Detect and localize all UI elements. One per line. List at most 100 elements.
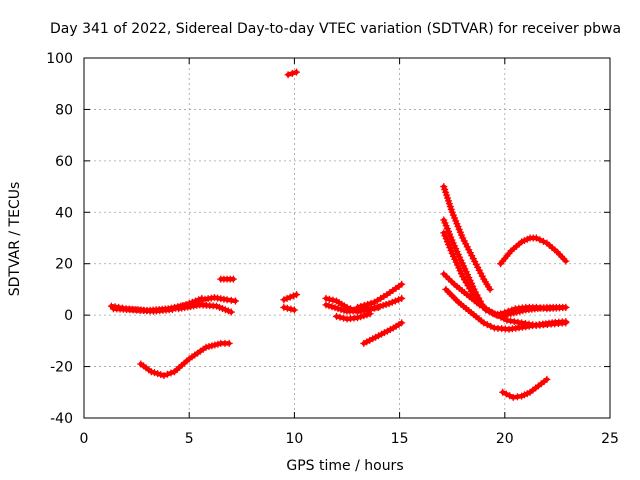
data-point	[385, 300, 393, 308]
series-arc-19	[442, 285, 570, 333]
data-point	[366, 310, 374, 318]
series-arc-8	[280, 291, 301, 304]
data-point	[329, 296, 337, 304]
data-point	[227, 308, 235, 316]
data-point	[382, 300, 390, 308]
data-point	[290, 306, 298, 314]
series-arc-14	[360, 319, 406, 347]
data-point	[373, 303, 381, 311]
series-arc-7	[284, 68, 301, 79]
data-point	[379, 301, 387, 309]
y-tick-label: 80	[55, 102, 73, 118]
data-point	[360, 301, 368, 309]
series-arc-21	[499, 375, 551, 401]
series-arc-5	[175, 301, 235, 316]
plot-frame	[83, 57, 611, 419]
y-tick-label: -20	[50, 360, 73, 376]
data-point	[150, 369, 158, 377]
data-point	[157, 371, 165, 379]
data-point	[391, 297, 399, 305]
data-point	[480, 319, 488, 327]
series-arc-20	[497, 234, 570, 268]
data-point	[340, 306, 348, 314]
y-tick-label: 20	[55, 257, 73, 273]
data-point	[395, 296, 403, 304]
data-point	[168, 305, 176, 313]
data-point	[322, 294, 330, 302]
series-arc-15	[440, 183, 494, 293]
data-point	[337, 305, 345, 313]
data-point	[506, 392, 514, 400]
data-point	[280, 296, 288, 304]
data-point	[487, 322, 495, 330]
data-point	[147, 368, 155, 376]
data-point	[154, 370, 162, 378]
data-point	[504, 307, 512, 315]
x-axis-label: GPS time / hours	[286, 458, 403, 474]
data-point	[354, 314, 362, 322]
data-point	[293, 291, 301, 299]
data-point	[231, 297, 239, 305]
data-point	[293, 68, 301, 76]
x-tick-label: 5	[185, 431, 194, 447]
data-point	[398, 280, 406, 288]
data-point	[283, 294, 291, 302]
data-point	[483, 321, 491, 329]
y-tick-label: -40	[50, 411, 73, 427]
data-point	[336, 313, 344, 321]
chart-title: Day 341 of 2022, Sidereal Day-to-day VTE…	[50, 21, 621, 37]
data-point	[225, 339, 233, 347]
series-arc-9	[280, 303, 298, 314]
data-point	[388, 298, 396, 306]
data-point	[398, 294, 406, 302]
data-point	[501, 309, 509, 317]
data-point	[167, 369, 175, 377]
x-tick-label: 0	[80, 431, 89, 447]
x-tick-label: 10	[285, 431, 303, 447]
data-point	[354, 303, 362, 311]
data-point	[398, 319, 406, 327]
data-point	[289, 292, 297, 300]
data-point	[325, 302, 333, 310]
data-point	[322, 301, 330, 309]
data-point	[364, 300, 372, 308]
series-arc-6	[217, 275, 237, 283]
data-point	[499, 388, 507, 396]
data-point	[331, 304, 339, 312]
data-point	[332, 312, 340, 320]
series-line	[361, 320, 404, 346]
y-tick-label: 40	[55, 205, 73, 221]
x-tick-label: 25	[601, 431, 619, 447]
data-point	[367, 299, 375, 307]
data-point	[229, 275, 237, 283]
axis-ticks: 0 5 10 15 20 25 -40 -20 0 20 40 60 80 100	[46, 51, 619, 447]
x-tick-label: 20	[496, 431, 514, 447]
data-point	[286, 293, 294, 301]
data-point	[562, 257, 570, 265]
data-point	[357, 302, 365, 310]
data-point	[562, 303, 570, 311]
data-point	[288, 69, 296, 77]
data-point	[284, 71, 292, 79]
y-tick-label: 100	[46, 51, 73, 67]
y-tick-label: 60	[55, 154, 73, 170]
data-point	[360, 312, 368, 320]
data-point	[160, 372, 168, 380]
data-point	[502, 390, 510, 398]
data-point	[334, 305, 342, 313]
data-point	[287, 305, 295, 313]
data-point	[376, 302, 384, 310]
data-point	[280, 303, 288, 311]
data-point	[357, 313, 365, 321]
data-point	[363, 311, 371, 319]
data-point	[370, 304, 378, 312]
data-point	[163, 370, 171, 378]
data-point	[328, 303, 336, 311]
data-point	[486, 285, 494, 293]
series-arc-12	[332, 310, 374, 323]
data-point	[562, 318, 570, 326]
data-point	[283, 304, 291, 312]
y-tick-label: 0	[64, 308, 73, 324]
series-arc-13	[354, 280, 406, 311]
